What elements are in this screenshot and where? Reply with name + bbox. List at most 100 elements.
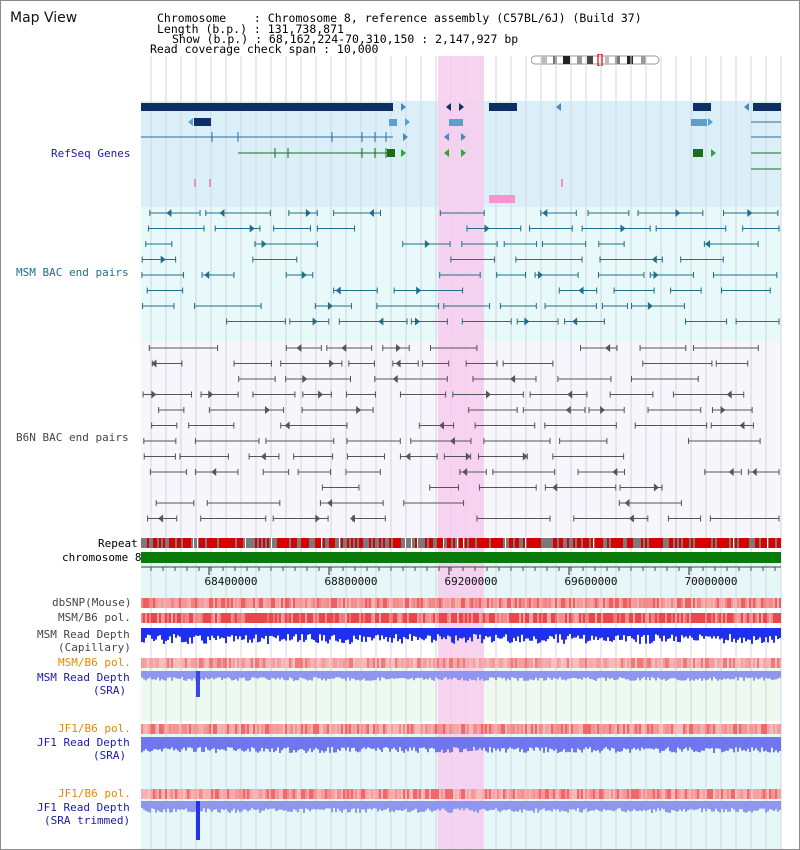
repeat-element	[495, 538, 497, 548]
jf1-sra-depth-bar	[371, 737, 373, 749]
jf1-pol-trim-cell	[725, 789, 727, 799]
jf1-sra-depth-bar	[181, 737, 183, 750]
jf1-sra-depth-bar	[267, 737, 269, 750]
jf1-pol-trim-cell	[637, 789, 639, 799]
msm-pol-cell	[585, 613, 587, 623]
msm-sra-depth-bar	[473, 671, 475, 680]
msm-sra-depth-bar	[271, 671, 273, 678]
msm-pol-cell	[301, 613, 303, 623]
b6n-pair-arrow	[565, 406, 571, 414]
msm-capillary-depth-bar	[583, 628, 585, 635]
msm-pol-sra-cell	[197, 658, 199, 668]
dbsnp-cell	[647, 598, 649, 608]
jf1-trim-depth-bar	[153, 801, 155, 809]
msm-sra-depth-bar	[495, 671, 497, 680]
msm-sra-depth-bar	[735, 671, 737, 678]
dbsnp-cell	[315, 598, 317, 608]
jf1-sra-depth-bar	[773, 737, 775, 753]
msm-pol-sra-cell	[761, 658, 763, 668]
jf1-pol-trim-cell	[773, 789, 775, 799]
msm-capillary-depth-bar	[257, 628, 259, 643]
msm-sra-depth-bar	[609, 671, 611, 680]
msm-sra-depth-bar	[185, 671, 187, 681]
msm-capillary-depth-bar	[331, 628, 333, 636]
jf1-sra-depth-bar	[615, 737, 617, 753]
repeat-gap	[525, 538, 526, 548]
jf1-pol-trim-cell	[661, 789, 663, 799]
dbsnp-cell	[485, 598, 487, 608]
jf1-trim-depth-bar	[365, 801, 367, 813]
jf1-pol-cell	[285, 724, 287, 734]
jf1-pol-trim-cell	[285, 789, 287, 799]
jf1-sra-depth-bar	[641, 737, 643, 748]
dbsnp-cell	[451, 598, 453, 608]
jf1-sra-depth-bar	[593, 737, 595, 751]
jf1-pol-trim-cell	[399, 789, 401, 799]
msm-pol-sra-cell	[543, 658, 545, 668]
msm-sra-depth-bar	[631, 671, 633, 681]
msm-pol-sra-cell	[361, 658, 363, 668]
msm-sra-depth-bar	[639, 671, 641, 681]
chromosome-ideogram[interactable]	[531, 54, 661, 66]
dbsnp-cell	[675, 598, 677, 608]
msm-pol-cell	[367, 613, 369, 623]
jf1-trim-depth-bar	[455, 801, 457, 809]
msm-sra-depth-bar	[217, 671, 219, 678]
jf1-trim-depth-bar	[639, 801, 641, 811]
jf1-trim-depth-bar	[555, 801, 557, 811]
msm-sra-depth-bar	[429, 671, 431, 678]
jf1-sra-depth-bar	[573, 737, 575, 753]
msm-pol-cell	[253, 613, 255, 623]
msm-pol-sra-cell	[569, 658, 571, 668]
dbsnp-cell	[163, 598, 165, 608]
jf1-sra-depth-bar	[703, 737, 705, 751]
msm-pol-cell	[505, 613, 507, 623]
jf1-pol-cell	[667, 724, 669, 734]
jf1-trim-depth-bar	[489, 801, 491, 810]
msm-pol-cell	[325, 613, 327, 623]
msm-pol-sra-cell	[537, 658, 539, 668]
msm-pol-cell	[491, 613, 493, 623]
msm-pol-cell	[441, 613, 443, 623]
jf1-pol-cell	[429, 724, 431, 734]
msm-capillary-depth-bar	[183, 628, 185, 643]
msm-pol-sra-cell	[711, 658, 713, 668]
dbsnp-cell	[345, 598, 347, 608]
repeat-element	[555, 538, 557, 548]
msm-sra-depth-bar	[709, 671, 711, 678]
dbsnp-cell	[149, 598, 151, 608]
jf1-pol-cell	[257, 724, 259, 734]
msm-capillary-depth-bar	[721, 628, 723, 639]
dbsnp-cell	[175, 598, 177, 608]
msm-capillary-depth-bar	[293, 628, 295, 637]
msm-sra-depth-bar	[305, 671, 307, 680]
dbsnp-cell	[661, 598, 663, 608]
jf1-sra-depth-bar	[385, 737, 387, 747]
jf1-trim-depth-bar	[227, 801, 229, 812]
jf1-pol-cell	[287, 724, 289, 734]
msm-capillary-depth-bar	[617, 628, 619, 636]
jf1-sra-depth-bar	[171, 737, 173, 748]
jf1-trim-depth-bar	[761, 801, 763, 809]
msm-sra-depth-bar	[177, 671, 179, 679]
msm-pol-sra-cell	[155, 658, 157, 668]
gene-block	[691, 119, 707, 126]
jf1-sra-depth-bar	[727, 737, 729, 751]
jf1-sra-depth-bar	[419, 737, 421, 748]
gene-block	[389, 119, 397, 126]
jf1-pol-cell	[689, 724, 691, 734]
repeat-element	[291, 538, 293, 548]
msm-pol-cell	[379, 613, 381, 623]
jf1-trim-depth-bar	[343, 801, 345, 810]
msm-pol-cell	[761, 613, 763, 623]
dbsnp-cell	[153, 598, 155, 608]
msm-pol-sra-cell	[233, 658, 235, 668]
dbsnp-cell	[497, 598, 499, 608]
dbsnp-cell	[597, 598, 599, 608]
msm-pair-arrow	[538, 271, 544, 279]
jf1-sra-depth-bar	[381, 737, 383, 752]
dbsnp-cell	[243, 598, 245, 608]
jf1-sra-depth-bar	[445, 737, 447, 753]
jf1-trim-depth-bar	[461, 801, 463, 809]
